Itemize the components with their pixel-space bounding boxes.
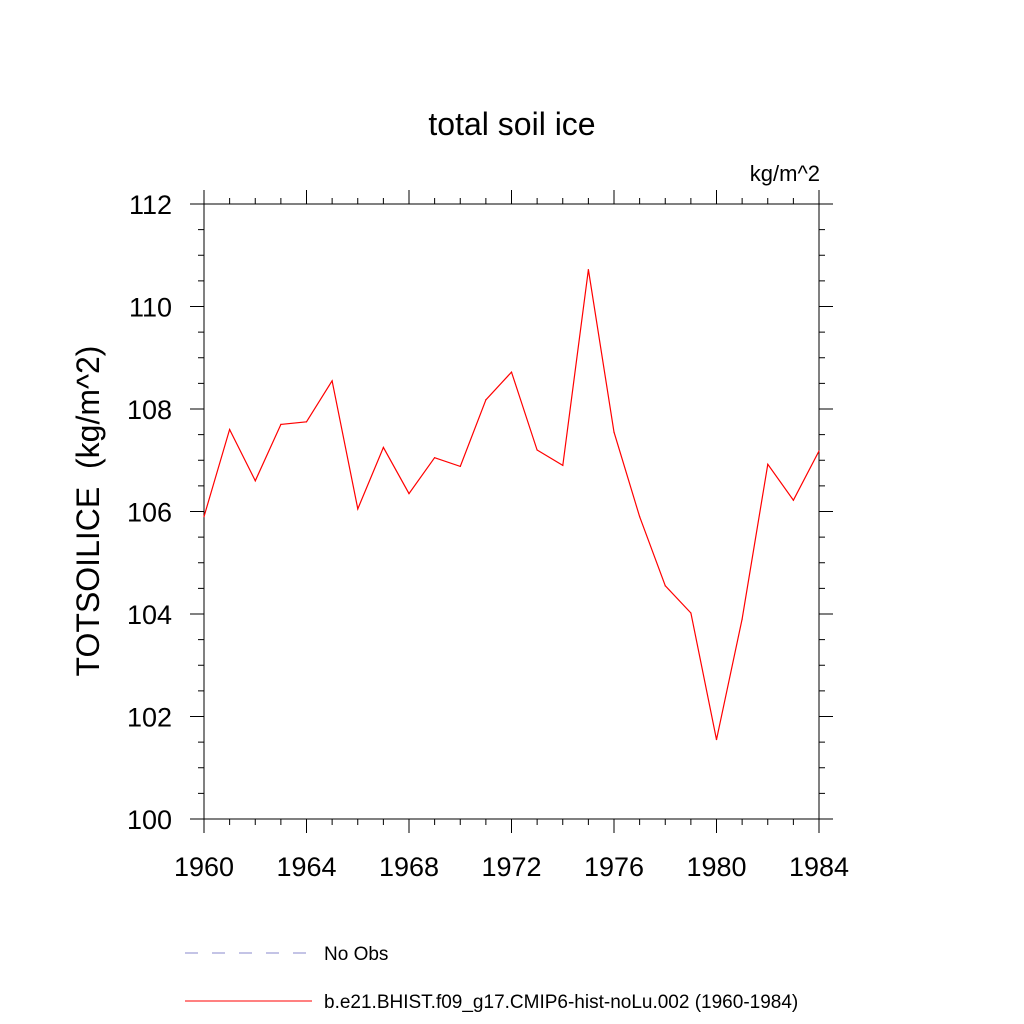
data-point [562, 464, 564, 466]
data-point [587, 269, 589, 271]
data-point [254, 480, 256, 482]
data-point [536, 449, 538, 451]
x-tick-label: 1960 [174, 852, 234, 882]
series-layer [203, 269, 820, 741]
data-point [280, 423, 282, 425]
legend-label: No Obs [324, 944, 388, 965]
data-point [408, 492, 410, 495]
x-tick-label: 1972 [481, 852, 541, 882]
x-tick-label: 1964 [276, 852, 336, 882]
y-tick-label: 104 [127, 600, 172, 630]
legend-label: b.e21.BHIST.f09_g17.CMIP6-hist-noLu.002 … [324, 992, 798, 1013]
y-tick-label: 102 [127, 703, 172, 733]
data-point [203, 516, 205, 518]
data-point [331, 380, 333, 382]
data-point [357, 508, 359, 510]
data-point [792, 499, 794, 501]
data-point [613, 431, 615, 433]
data-point [639, 516, 641, 518]
data-point [741, 618, 743, 620]
data-point [510, 371, 513, 373]
data-point [229, 428, 231, 431]
y-tick-label: 108 [127, 395, 172, 425]
legend: No Obs b.e21.BHIST.f09_g17.CMIP6-hist-noL… [185, 944, 798, 1013]
axis-ticks [190, 190, 833, 833]
x-tick-label: 1976 [584, 852, 644, 882]
x-tick-label: 1980 [686, 852, 746, 882]
y-tick-label: 100 [127, 805, 172, 835]
axis-tick-labels: 1960 1964 1968 1972 1976 1980 1984 100 102 104 106… [127, 190, 849, 882]
data-point [485, 399, 487, 401]
units-label: kg/m^2 [750, 161, 820, 186]
data-point [459, 465, 461, 467]
data-point [305, 421, 308, 423]
data-point [382, 446, 384, 449]
x-tick-label: 1968 [379, 852, 439, 882]
data-point [690, 612, 692, 614]
data-point [664, 585, 666, 587]
data-point [434, 457, 436, 459]
y-tick-label: 112 [129, 190, 172, 220]
y-tick-label: 110 [129, 293, 172, 323]
plot-frame [203, 203, 820, 820]
data-point [818, 450, 820, 452]
y-axis-label: TOTSOILICE (kg/m^2) [70, 346, 106, 677]
chart-title: total soil ice [428, 106, 595, 142]
data-point [715, 738, 718, 741]
x-tick-label: 1984 [789, 852, 849, 882]
data-point [767, 463, 769, 465]
series-line [203, 269, 820, 740]
y-tick-label: 106 [127, 498, 172, 528]
